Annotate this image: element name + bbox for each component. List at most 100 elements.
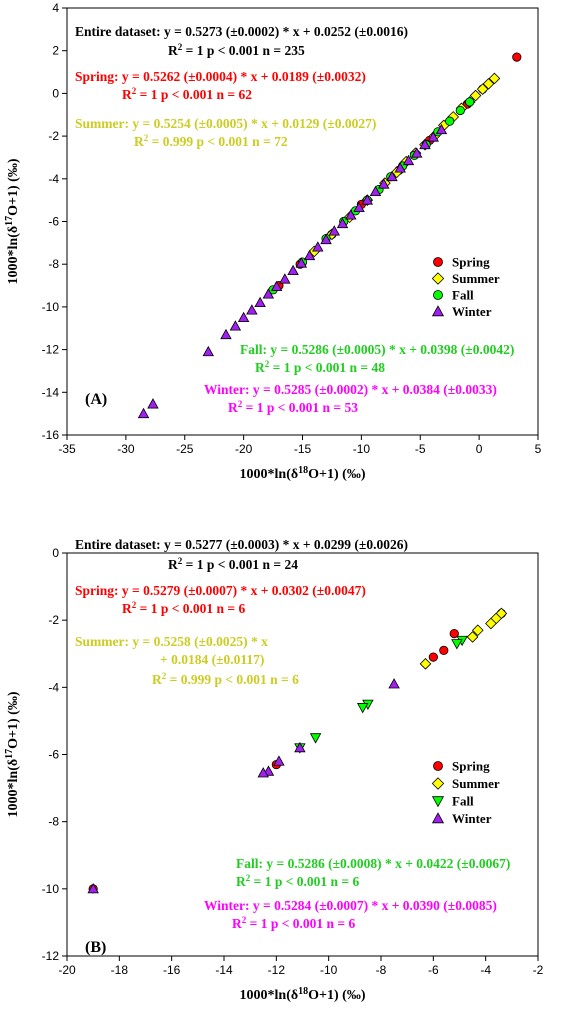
regression-annotation: Spring: y = 0.5279 (±0.0007) * x + 0.030… xyxy=(75,583,366,616)
point-winter xyxy=(202,345,215,357)
legend-label-spring: Spring xyxy=(452,759,490,774)
point-spring xyxy=(439,645,449,655)
point-summer xyxy=(472,624,484,637)
x-tick-label: -6 xyxy=(428,963,439,977)
point-winter xyxy=(388,678,400,689)
chart-b: -20 -18 -16 -14 -12 -10 -8 -6 -4 -2-12-10-8-6-4-2… xyxy=(4,537,544,1003)
legend-label-spring: Spring xyxy=(452,255,490,270)
x-tick-label: -8 xyxy=(376,963,387,977)
regression-annotation: Entire dataset: y = 0.5277 (±0.0003) * x… xyxy=(75,537,408,572)
point-winter xyxy=(410,147,423,158)
y-tick-label: -6 xyxy=(48,748,59,762)
regression-stats: R2 = 0.999 p < 0.001 n = 6 xyxy=(152,671,299,687)
y-tick-label: -4 xyxy=(48,172,59,186)
y-tick-label: 4 xyxy=(52,1,59,15)
point-winter xyxy=(402,154,415,166)
panel-label-a: (A) xyxy=(85,391,107,408)
y-tick-label: -8 xyxy=(48,815,59,829)
point-winter xyxy=(220,328,232,340)
legend-marker-spring xyxy=(433,761,443,771)
regression-equation: Fall: y = 0.5286 (±0.0005) * x + 0.0398 … xyxy=(240,342,514,357)
x-tick-label: 5 xyxy=(535,442,542,456)
legend-label-winter: Winter xyxy=(452,304,492,319)
point-winter xyxy=(336,217,349,229)
point-summer xyxy=(469,89,482,102)
point-winter xyxy=(386,170,398,182)
regression-stats: R2 = 1 p < 0.001 n = 235 xyxy=(168,42,305,58)
regression-annotation: Winter: y = 0.5284 (±0.0007) * x + 0.039… xyxy=(204,898,497,931)
point-fall xyxy=(356,703,369,714)
regression-equation: Entire dataset: y = 0.5277 (±0.0003) * x… xyxy=(75,537,408,552)
point-winter xyxy=(369,185,382,197)
regression-equation: Entire dataset: y = 0.5273 (±0.0002) * x… xyxy=(75,24,408,39)
regression-annotation: Summer: y = 0.5258 (±0.0025) * x + 0.0184… xyxy=(75,634,299,687)
point-summer xyxy=(482,77,495,90)
point-winter xyxy=(287,264,299,276)
point-winter xyxy=(229,320,242,331)
point-winter xyxy=(147,398,159,409)
regression-equation: Summer: y = 0.5254 (±0.0005) * x + 0.012… xyxy=(75,116,376,131)
x-axis-label-a: 1000*ln(δ18O+1) (‰) xyxy=(240,465,366,483)
x-tick-label: -18 xyxy=(111,963,129,977)
point-winter xyxy=(257,767,269,778)
legend-label-fall: Fall xyxy=(452,288,474,303)
legend-label-winter: Winter xyxy=(452,811,492,826)
chart-a: -35 -30 -25 -20 -15 -10 -5 0 5-16-14-12-10-8-6-4… xyxy=(4,1,542,483)
x-tick-label: -15 xyxy=(294,442,312,456)
y-tick-label: -4 xyxy=(48,680,59,694)
y-axis-label-a: 1000*ln(δ17O+1) (‰) xyxy=(4,158,22,284)
y-tick-label: -16 xyxy=(42,428,60,442)
point-winter xyxy=(361,194,373,205)
regression-stats: R2 = 1 p < 0.001 n = 6 xyxy=(236,873,359,889)
regression-equation: Fall: y = 0.5286 (±0.0008) * x + 0.0422 … xyxy=(236,856,510,871)
point-fall xyxy=(309,733,322,744)
x-tick-label: -25 xyxy=(176,442,194,456)
x-tick-label: -5 xyxy=(415,442,426,456)
regression-equation-cont: + 0.0184 (±0.0117) xyxy=(160,652,264,667)
y-tick-label: 0 xyxy=(52,86,59,100)
point-winter xyxy=(345,209,357,220)
regression-annotation: Spring: y = 0.5262 (±0.0004) * x + 0.018… xyxy=(75,69,366,102)
y-axis-label-b: 1000*ln(δ17O+1) (‰) xyxy=(4,691,22,817)
regression-equation: Spring: y = 0.5262 (±0.0004) * x + 0.018… xyxy=(75,69,366,84)
point-winter xyxy=(320,233,332,245)
legend-marker-fall xyxy=(433,290,443,300)
legend-marker-winter xyxy=(431,812,445,824)
x-tick-label: -10 xyxy=(353,442,371,456)
point-winter xyxy=(262,288,275,299)
y-tick-label: -8 xyxy=(48,257,59,271)
x-tick-label: -20 xyxy=(58,963,76,977)
points-a xyxy=(137,52,522,419)
regression-stats: R2 = 1 p < 0.001 n = 6 xyxy=(122,600,245,616)
regression-equation: Summer: y = 0.5258 (±0.0025) * x xyxy=(75,634,268,649)
x-tick-label: -12 xyxy=(268,963,286,977)
x-tick-label: -14 xyxy=(215,963,233,977)
x-tick-label: -35 xyxy=(58,442,76,456)
point-spring xyxy=(449,629,459,639)
panel-label-b: (B) xyxy=(85,939,106,956)
legend-label-fall: Fall xyxy=(452,794,474,809)
point-winter xyxy=(254,296,266,308)
regression-stats: R2 = 1 p < 0.001 n = 53 xyxy=(228,399,358,415)
regression-equation: Spring: y = 0.5279 (±0.0007) * x + 0.030… xyxy=(75,583,366,598)
point-fall xyxy=(451,639,463,650)
point-winter xyxy=(394,162,406,173)
point-winter xyxy=(419,138,431,150)
regression-annotation: Winter: y = 0.5285 (±0.0002) * x + 0.038… xyxy=(204,382,497,415)
x-tick-label: -10 xyxy=(320,963,338,977)
regression-stats: R2 = 1 p < 0.001 n = 62 xyxy=(122,86,252,102)
y-tick-label: -12 xyxy=(42,949,60,963)
regression-annotation: Summer: y = 0.5254 (±0.0005) * x + 0.012… xyxy=(75,116,376,149)
legend-marker-summer xyxy=(431,272,445,285)
regression-stats: R2 = 0.999 p < 0.001 n = 72 xyxy=(134,133,288,149)
point-winter xyxy=(87,882,99,894)
point-winter xyxy=(295,257,308,268)
y-tick-label: -6 xyxy=(48,215,59,229)
point-winter xyxy=(294,741,306,753)
x-tick-label: -4 xyxy=(480,963,491,977)
regression-stats: R2 = 1 p < 0.001 n = 48 xyxy=(255,359,385,375)
regression-equation: Winter: y = 0.5284 (±0.0007) * x + 0.039… xyxy=(204,898,497,913)
legend-label-summer: Summer xyxy=(452,271,500,286)
x-tick-label: 0 xyxy=(476,442,483,456)
